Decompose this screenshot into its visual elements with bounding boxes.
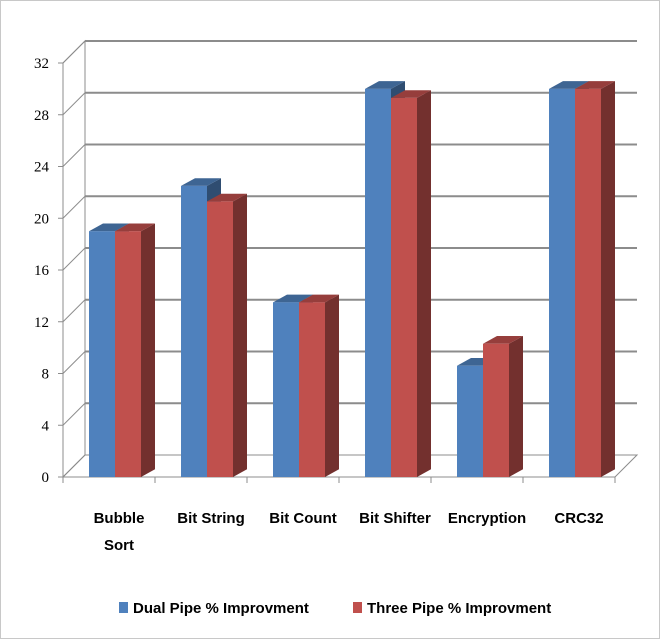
- bar-front: [391, 97, 417, 478]
- gridline-side: [62, 144, 86, 167]
- bar-side: [233, 193, 247, 477]
- category-label: Sort: [104, 537, 134, 554]
- legend-label: Dual Pipe % Improvment: [133, 600, 309, 617]
- bar-side: [417, 90, 431, 477]
- legend-swatch: [353, 602, 362, 613]
- y-tick-label: 20: [34, 211, 49, 227]
- legend: Dual Pipe % Improvment Three Pipe % Impro…: [119, 600, 551, 617]
- gridline-side: [62, 299, 86, 323]
- y-tick-label: 4: [42, 418, 50, 434]
- bar-front: [115, 231, 141, 477]
- bar-front: [89, 231, 115, 477]
- bar-front: [365, 88, 391, 477]
- legend-swatch: [119, 602, 128, 613]
- category-label: CRC32: [554, 510, 603, 527]
- bar-top: [575, 81, 615, 89]
- category-label: Bit Shifter: [359, 510, 431, 527]
- bars: [89, 81, 615, 478]
- y-tick-label: 32: [34, 56, 49, 72]
- x-axis-categories: Bubble Sort Bit String Bit Count Bit Shifter…: [62, 477, 616, 554]
- bar-side: [601, 81, 615, 478]
- gridline-side: [62, 402, 86, 426]
- bar-top: [365, 81, 405, 89]
- bar: [207, 193, 247, 477]
- gridlines: [62, 40, 637, 478]
- bar: [391, 90, 431, 478]
- bar-front: [575, 88, 601, 477]
- bar-top: [483, 336, 523, 344]
- bar: [483, 336, 523, 477]
- bar-front: [299, 302, 325, 477]
- y-tick-label: 16: [34, 263, 50, 279]
- bar-front: [457, 365, 483, 477]
- bar-front: [273, 302, 299, 477]
- legend-label: Three Pipe % Improvment: [367, 600, 551, 617]
- bar-top: [273, 294, 313, 303]
- y-tick-label: 28: [34, 108, 49, 124]
- bar: [575, 81, 615, 478]
- bar-top: [207, 193, 247, 202]
- category-label: Encryption: [448, 510, 526, 527]
- bar-top: [89, 223, 129, 232]
- bar-front: [549, 88, 575, 477]
- y-tick-label: 24: [34, 160, 50, 176]
- bar-front: [207, 201, 233, 477]
- bar-front: [181, 185, 207, 477]
- bar-side: [509, 336, 523, 477]
- y-tick-label: 12: [34, 315, 49, 331]
- gridline-side: [62, 92, 86, 116]
- bar-top: [391, 90, 431, 98]
- bar-side: [325, 294, 339, 477]
- bar-top: [299, 294, 339, 303]
- bar: [299, 294, 339, 477]
- gridline-side: [62, 40, 86, 64]
- bar-top: [549, 81, 589, 89]
- bar: [115, 223, 155, 477]
- category-label: Bubble: [94, 510, 145, 527]
- gridline-side: [62, 454, 86, 478]
- y-tick-label: 0: [42, 470, 50, 486]
- gridline-side: [62, 247, 86, 271]
- bar-top: [115, 223, 155, 232]
- category-label: Bit String: [177, 510, 245, 527]
- gridline-side: [62, 351, 86, 374]
- gridline-side: [62, 195, 86, 219]
- y-axis-ticks: 0 4 8 12 16 20 24 28 32: [34, 56, 64, 486]
- category-label: Bit Count: [269, 510, 336, 527]
- bar-side: [141, 223, 155, 477]
- bar-top: [181, 178, 221, 186]
- bar-front: [483, 343, 509, 477]
- y-tick-label: 8: [42, 367, 50, 383]
